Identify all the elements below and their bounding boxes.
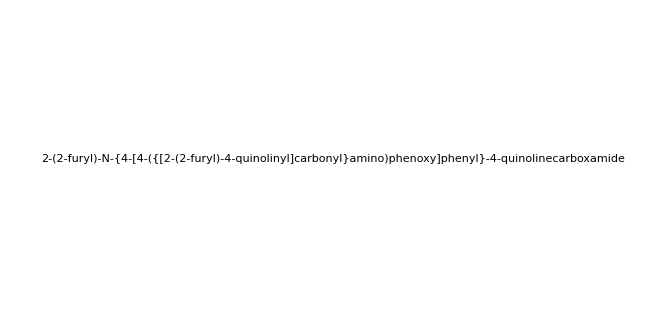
Text: 2-(2-furyl)-N-{4-[4-({[2-(2-furyl)-4-quinolinyl]carbonyl}amino)phenoxy]phenyl}-4: 2-(2-furyl)-N-{4-[4-({[2-(2-furyl)-4-qui… (41, 153, 625, 164)
